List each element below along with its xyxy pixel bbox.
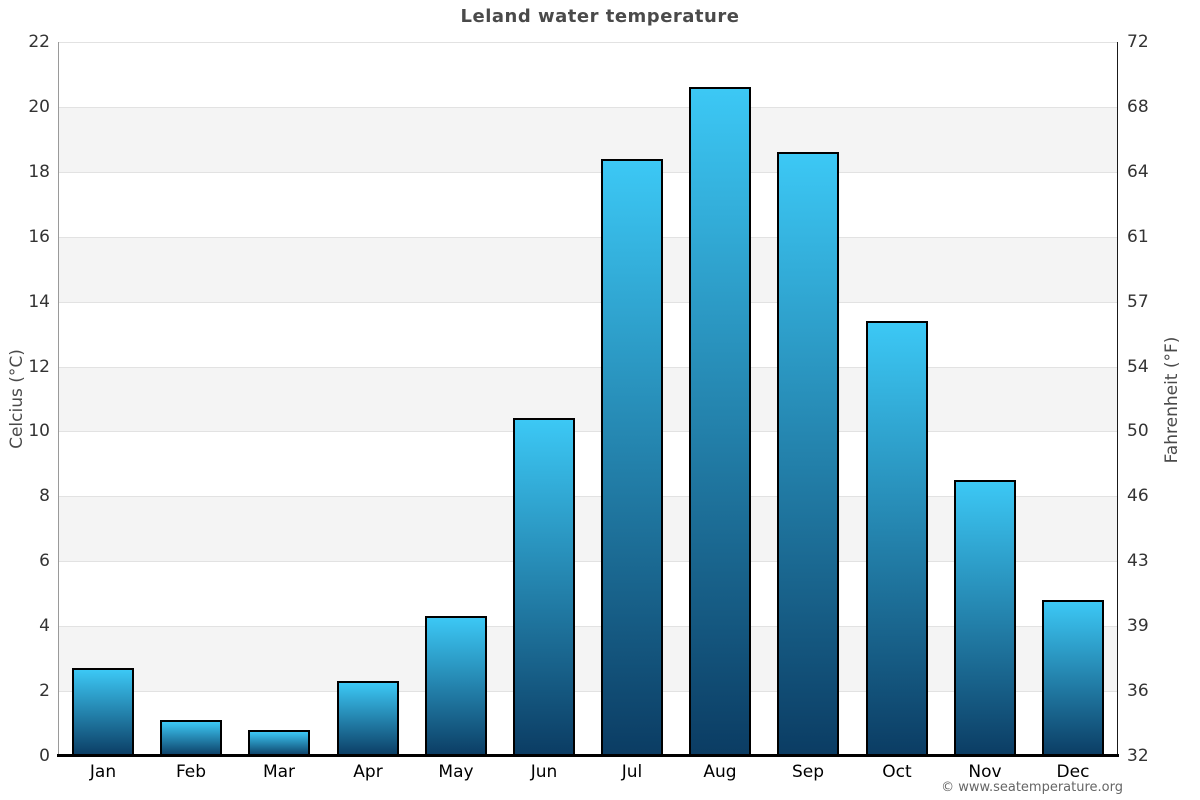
y-axis-line-right [1117, 42, 1118, 756]
grid-band [59, 366, 1117, 432]
x-tick-month: May [438, 762, 474, 782]
y-tick-celsius: 0 [39, 746, 50, 766]
y-axis-line-left [58, 42, 59, 756]
y-tick-fahrenheit: 39 [1127, 616, 1149, 637]
x-tick-month: Feb [175, 762, 207, 782]
x-tick-month: Dec [1056, 762, 1090, 782]
y-tick-celsius: 16 [28, 226, 50, 247]
y-tick-fahrenheit: 68 [1127, 96, 1149, 117]
gridline [59, 302, 1117, 303]
y-tick-celsius: 2 [39, 681, 50, 702]
grid-band [59, 106, 1117, 172]
y-tick-fahrenheit: 50 [1127, 421, 1149, 442]
gridline [59, 107, 1117, 108]
y-tick-celsius: 18 [28, 161, 50, 182]
gridline [59, 626, 1117, 627]
gridline [59, 561, 1117, 562]
x-tick-month: Sep [791, 762, 825, 782]
y-tick-fahrenheit: 36 [1127, 681, 1149, 702]
y-tick-fahrenheit: 57 [1127, 291, 1149, 312]
x-tick-month: Mar [262, 762, 296, 782]
temperature-bar-apr [337, 681, 399, 756]
y-tick-fahrenheit: 46 [1127, 486, 1149, 507]
gridline [59, 367, 1117, 368]
x-tick-month: Oct [882, 762, 912, 782]
x-tick-month: Jan [89, 762, 117, 782]
y-tick-celsius: 10 [28, 421, 50, 442]
x-axis-line [57, 754, 1119, 757]
temperature-bar-mar [248, 730, 310, 756]
grid-band [59, 236, 1117, 302]
y-tick-fahrenheit: 32 [1127, 746, 1149, 766]
gridline [59, 691, 1117, 692]
temperature-bar-aug [689, 87, 751, 756]
x-tick-month: Nov [968, 762, 1002, 782]
temperature-bar-feb [160, 720, 222, 756]
y-tick-celsius: 6 [39, 551, 50, 572]
temperature-bar-jun [513, 418, 575, 756]
temperature-bar-oct [866, 321, 928, 756]
gridline [59, 496, 1117, 497]
temperature-bar-jan [72, 668, 134, 756]
x-tick-month: Jun [530, 762, 558, 782]
y-tick-fahrenheit: 64 [1127, 161, 1149, 182]
y-tick-celsius: 12 [28, 356, 50, 377]
chart-title: Leland water temperature [460, 6, 740, 27]
y-tick-celsius: 20 [28, 96, 50, 117]
temperature-bar-jul [601, 159, 663, 756]
temperature-bar-nov [954, 480, 1016, 756]
copyright-footer: © www.seatemperature.org [941, 780, 1123, 795]
temperature-bar-may [425, 616, 487, 756]
plot-area [59, 42, 1117, 756]
y-tick-fahrenheit: 54 [1127, 356, 1149, 377]
y-axis-title-celsius: Celcius (°C) [7, 349, 27, 449]
x-tick-month: Apr [353, 762, 383, 782]
y-tick-fahrenheit: 61 [1127, 226, 1149, 247]
temperature-bar-sep [777, 152, 839, 756]
y-tick-celsius: 14 [28, 291, 50, 312]
y-tick-fahrenheit: 43 [1127, 551, 1149, 572]
gridline [59, 237, 1117, 238]
x-tick-month: Jul [621, 762, 643, 782]
y-tick-celsius: 8 [39, 486, 50, 507]
gridline [59, 42, 1117, 43]
grid-band [59, 626, 1117, 692]
gridline [59, 431, 1117, 432]
y-axis-title-fahrenheit: Fahrenheit (°F) [1162, 336, 1182, 464]
gridline [59, 172, 1117, 173]
x-tick-month: Aug [703, 762, 737, 782]
y-tick-fahrenheit: 72 [1127, 32, 1149, 52]
y-tick-celsius: 4 [39, 616, 50, 637]
temperature-bar-dec [1042, 600, 1104, 756]
y-tick-celsius: 22 [28, 32, 50, 52]
grid-band [59, 496, 1117, 562]
